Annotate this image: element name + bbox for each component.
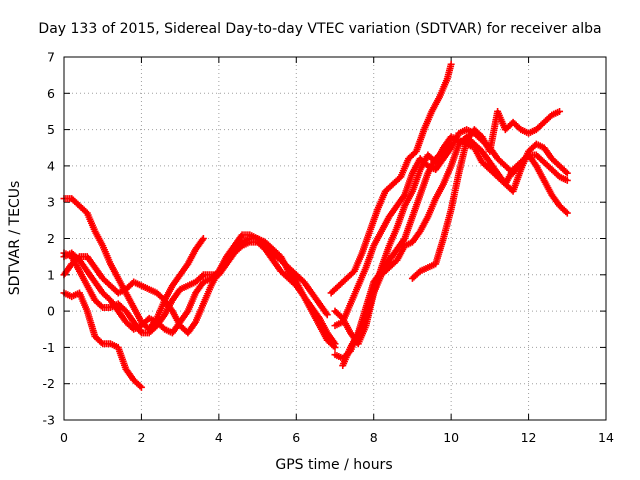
- y-tick-label: 4: [47, 158, 55, 173]
- series-points: [339, 133, 571, 370]
- y-tick-label: 0: [47, 304, 55, 319]
- series-markers: [408, 107, 564, 282]
- x-tick-label: 6: [292, 430, 300, 445]
- x-tick-label: 14: [598, 430, 614, 445]
- y-tick-label: 6: [47, 86, 55, 101]
- chart-title: Day 133 of 2015, Sidereal Day-to-day VTE…: [38, 21, 601, 37]
- data-points: [60, 60, 571, 391]
- plot-frame: [63, 56, 607, 421]
- y-tick-label: -3: [43, 413, 55, 428]
- y-tick-label: 1: [47, 267, 55, 282]
- y-axis-label: SDTVAR / TECUs: [7, 181, 23, 296]
- y-tick-label: -1: [43, 340, 55, 355]
- series-markers: [327, 60, 455, 297]
- x-tick-label: 4: [215, 430, 223, 445]
- x-tick-label: 2: [137, 430, 145, 445]
- series-points: [408, 107, 564, 282]
- y-tick-label: 2: [47, 231, 55, 246]
- x-tick-label: 0: [60, 430, 68, 445]
- y-tick-label: 3: [47, 195, 55, 210]
- grid-lines: [64, 57, 606, 420]
- x-tick-label: 10: [443, 430, 459, 445]
- x-tick-label: 8: [370, 430, 378, 445]
- series-markers: [339, 133, 571, 370]
- y-tick-label: 5: [47, 122, 55, 137]
- y-tick-label: 7: [47, 50, 55, 65]
- series-points: [327, 60, 455, 297]
- x-tick-label: 12: [521, 430, 537, 445]
- y-tick-label: -2: [43, 376, 55, 391]
- x-axis-label: GPS time / hours: [275, 457, 392, 473]
